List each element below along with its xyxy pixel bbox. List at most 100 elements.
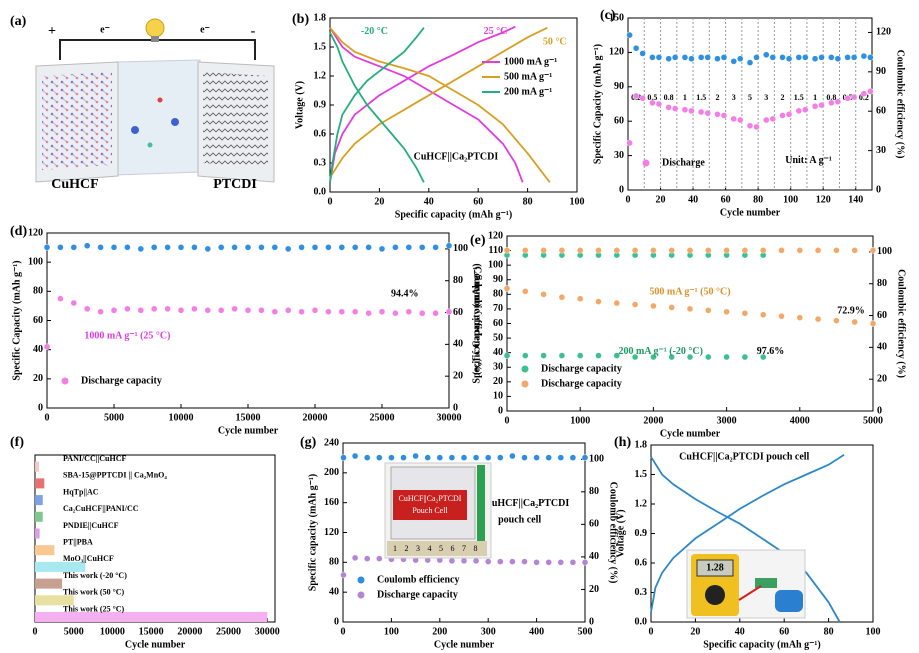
legend-label: Discharge capacity <box>377 589 458 600</box>
point <box>311 307 319 314</box>
y-tick-label: 100 <box>488 259 503 270</box>
point <box>814 315 822 323</box>
y2-tick-label: 0 <box>876 184 881 195</box>
y-tick-label: 60 <box>493 318 503 329</box>
point <box>231 305 238 313</box>
point <box>760 353 767 361</box>
x-tick-label: 20000 <box>303 412 328 423</box>
y2-tick-label: 40 <box>877 342 887 353</box>
y2-tick-label: 100 <box>589 454 604 465</box>
x-axis-title: Cycle number <box>434 639 495 650</box>
point <box>365 310 372 317</box>
probe <box>738 585 762 601</box>
point <box>244 307 252 314</box>
rate-label: 1 <box>683 93 687 102</box>
x-tick-label: 0 <box>328 196 333 207</box>
x-tick-label: 100 <box>570 196 585 207</box>
point <box>540 352 547 359</box>
point <box>686 353 694 361</box>
y-tick-label: 0 <box>334 616 339 627</box>
point <box>503 352 511 359</box>
x-tick-label: 30000 <box>255 626 280 637</box>
x-tick-label: 0 <box>341 626 346 637</box>
point <box>497 558 504 565</box>
point <box>778 247 785 254</box>
ruler-number: 6 <box>451 544 455 553</box>
annotation: 97.6% <box>757 346 785 357</box>
bar <box>35 478 45 489</box>
point <box>400 454 407 461</box>
point <box>796 314 803 321</box>
ruler-number: 7 <box>462 544 466 553</box>
legend-label: Discharge capacity <box>541 378 622 389</box>
point <box>668 247 675 254</box>
annotation: CuHCF||Ca₂PTCDI <box>414 151 499 162</box>
category-label: PT||PBA <box>63 538 93 547</box>
y-tick-label: 120 <box>609 47 624 58</box>
point <box>392 310 399 317</box>
x-tick-label: 3000 <box>717 415 737 426</box>
point <box>338 308 345 315</box>
rate-label: 0.5 <box>647 93 657 102</box>
x-tick-label: 5000 <box>64 626 84 637</box>
point <box>57 244 64 251</box>
schematic: (a) + - e⁻ e⁻ CuHCF PTCDI <box>10 14 275 192</box>
point <box>191 305 198 313</box>
point <box>405 244 412 251</box>
point <box>860 52 868 60</box>
y-tick-label: 30 <box>614 150 624 161</box>
category-label: MoO₃||CuHCF <box>63 554 114 563</box>
y2-tick-label: 100 <box>453 243 468 254</box>
point <box>828 54 835 61</box>
category-label: SBA-15@PPTCDI || Ca₂MnO₄ <box>63 471 167 480</box>
point <box>741 247 749 254</box>
x-tick-label: 60 <box>779 626 789 637</box>
point <box>818 54 825 61</box>
x-tick-label: 0 <box>649 626 654 637</box>
x-tick-label: 10000 <box>169 412 194 423</box>
pouch-tab <box>477 465 485 555</box>
point <box>753 54 760 61</box>
rate-label: 3 <box>764 93 768 102</box>
point <box>472 454 480 461</box>
point <box>688 107 695 115</box>
point <box>352 308 359 315</box>
x-axis-title: Cycle number <box>218 425 279 436</box>
point <box>540 247 547 254</box>
y2-tick-label: 30 <box>876 145 886 156</box>
x-axis-title: Specific capacity (mAh g⁻¹) <box>703 639 820 650</box>
point <box>595 298 602 305</box>
point <box>779 112 786 119</box>
rate-label: 1 <box>813 93 817 102</box>
point <box>204 307 212 314</box>
y2-axis-title: Coulombic efficiency (%) <box>472 266 483 375</box>
y2-tick-label: 0 <box>453 402 458 413</box>
point <box>378 245 386 253</box>
anode-label: PTCDI <box>213 177 257 192</box>
point <box>769 54 776 61</box>
point <box>626 139 633 147</box>
point <box>521 558 528 565</box>
point <box>577 352 584 359</box>
point <box>378 308 386 315</box>
point <box>285 245 292 253</box>
point <box>639 50 646 57</box>
point <box>340 454 347 461</box>
point <box>632 92 640 100</box>
point <box>558 247 566 254</box>
x-tick-label: 25000 <box>216 626 241 637</box>
point <box>649 54 656 61</box>
point <box>746 59 754 66</box>
panel-label: (h) <box>614 435 631 450</box>
point <box>258 307 265 314</box>
point <box>650 247 657 254</box>
rate-label: 2 <box>715 93 719 102</box>
point <box>522 247 529 254</box>
point <box>558 352 566 359</box>
point <box>613 352 620 359</box>
point <box>557 559 564 566</box>
x-tick-label: 20 <box>374 196 384 207</box>
point <box>436 454 443 461</box>
point <box>445 308 453 315</box>
point <box>834 55 842 62</box>
